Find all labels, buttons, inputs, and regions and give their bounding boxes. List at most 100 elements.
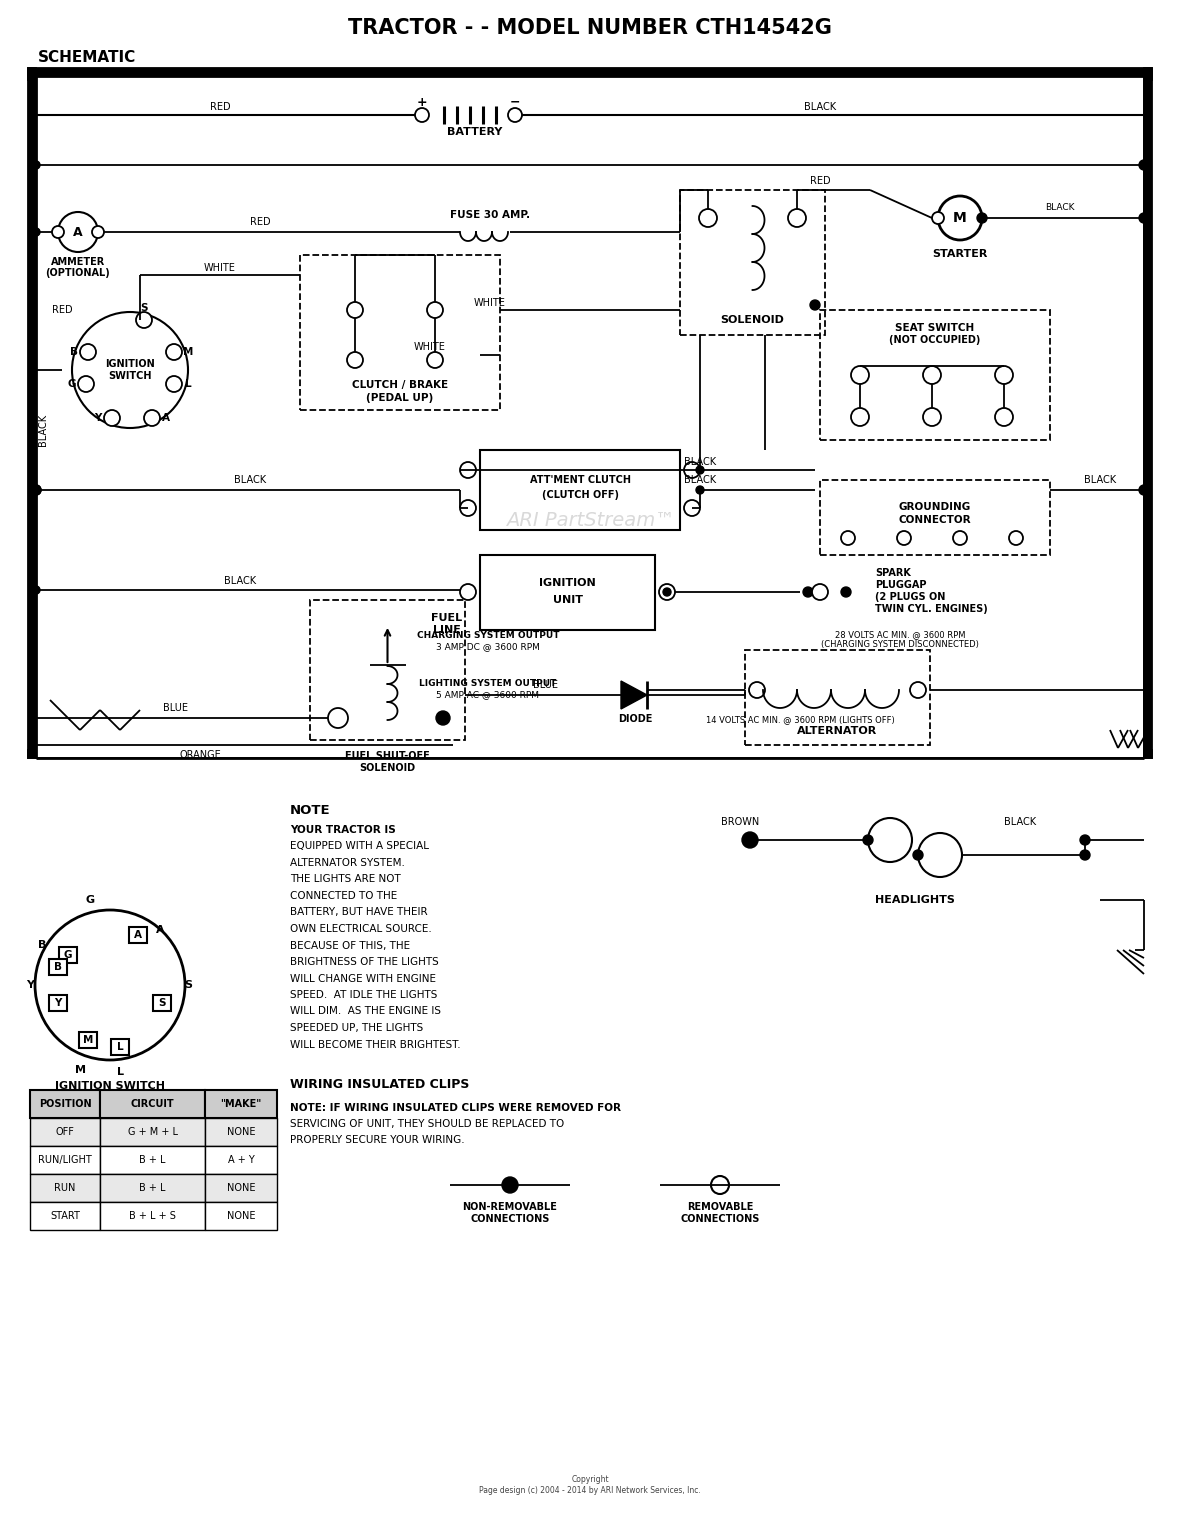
Text: A: A: [156, 926, 164, 935]
Text: BECAUSE OF THIS, THE: BECAUSE OF THIS, THE: [290, 941, 411, 950]
Text: DIODE: DIODE: [618, 714, 653, 724]
Circle shape: [1139, 485, 1149, 495]
Circle shape: [953, 530, 966, 545]
Circle shape: [663, 588, 671, 595]
Text: B: B: [38, 939, 46, 950]
Text: SPEEDED UP, THE LIGHTS: SPEEDED UP, THE LIGHTS: [290, 1023, 424, 1033]
Circle shape: [684, 500, 700, 517]
Bar: [50, 959, 67, 976]
Bar: [480, 450, 680, 530]
Circle shape: [923, 408, 940, 426]
Text: CONNECTIONS: CONNECTIONS: [681, 1214, 760, 1224]
Text: BLACK: BLACK: [684, 476, 716, 485]
Text: POSITION: POSITION: [39, 1098, 91, 1109]
Circle shape: [460, 500, 476, 517]
Text: ARI PartStream™: ARI PartStream™: [505, 511, 675, 530]
Text: M: M: [83, 1035, 93, 1045]
Circle shape: [851, 408, 868, 426]
Text: SERVICING OF UNIT, THEY SHOULD BE REPLACED TO: SERVICING OF UNIT, THEY SHOULD BE REPLAC…: [290, 1120, 564, 1129]
Bar: [50, 995, 67, 1011]
Circle shape: [347, 351, 363, 368]
Text: SOLENOID: SOLENOID: [721, 315, 785, 326]
Bar: [100, 1174, 205, 1201]
Text: BLACK: BLACK: [224, 576, 256, 586]
Circle shape: [788, 209, 806, 227]
Circle shape: [918, 833, 962, 877]
Text: BLACK: BLACK: [1045, 203, 1075, 212]
Circle shape: [851, 367, 868, 383]
Circle shape: [863, 835, 873, 845]
Bar: [680, 189, 825, 335]
Text: S: S: [158, 998, 165, 1007]
Text: B + L: B + L: [139, 1154, 165, 1165]
Circle shape: [658, 583, 675, 600]
Circle shape: [809, 300, 820, 311]
Text: RED: RED: [809, 176, 831, 186]
Circle shape: [1009, 530, 1023, 545]
Text: (NOT OCCUPIED): (NOT OCCUPIED): [890, 335, 981, 345]
Circle shape: [80, 344, 96, 361]
Circle shape: [977, 214, 986, 223]
Text: L: L: [117, 1042, 124, 1051]
Polygon shape: [621, 682, 647, 709]
Circle shape: [52, 226, 64, 238]
Text: (PEDAL UP): (PEDAL UP): [366, 392, 433, 403]
Text: SPARK: SPARK: [876, 568, 911, 579]
Bar: [30, 1118, 100, 1145]
Circle shape: [166, 376, 182, 392]
Text: M: M: [183, 347, 194, 358]
Text: TRACTOR - - MODEL NUMBER CTH14542G: TRACTOR - - MODEL NUMBER CTH14542G: [348, 18, 832, 38]
Text: BLACK: BLACK: [234, 476, 266, 485]
Text: "MAKE": "MAKE": [221, 1098, 262, 1109]
Circle shape: [696, 486, 704, 494]
Bar: [30, 1089, 100, 1118]
Bar: [205, 1118, 277, 1145]
Circle shape: [72, 312, 188, 429]
Bar: [300, 255, 500, 411]
Circle shape: [92, 226, 104, 238]
Text: PROPERLY SECURE YOUR WIRING.: PROPERLY SECURE YOUR WIRING.: [290, 1135, 465, 1145]
Text: A: A: [135, 930, 142, 939]
Text: WHITE: WHITE: [474, 298, 506, 308]
Text: TWIN CYL. ENGINES): TWIN CYL. ENGINES): [876, 604, 988, 614]
Bar: [100, 1145, 205, 1174]
Text: B + L: B + L: [139, 1183, 165, 1192]
Circle shape: [136, 312, 152, 329]
Circle shape: [868, 818, 912, 862]
Text: WHITE: WHITE: [414, 342, 446, 351]
Text: FUSE 30 AMP.: FUSE 30 AMP.: [450, 211, 530, 220]
Bar: [100, 1118, 205, 1145]
Circle shape: [104, 411, 120, 426]
Text: BLACK: BLACK: [684, 458, 716, 467]
Text: (CLUTCH OFF): (CLUTCH OFF): [542, 489, 618, 500]
Circle shape: [427, 301, 442, 318]
Text: CONNECTOR: CONNECTOR: [899, 515, 971, 526]
Circle shape: [699, 209, 717, 227]
Text: WHITE: WHITE: [204, 264, 236, 273]
Text: IGNITION: IGNITION: [539, 579, 596, 588]
Circle shape: [460, 583, 476, 600]
Circle shape: [812, 583, 828, 600]
Text: EQUIPPED WITH A SPECIAL: EQUIPPED WITH A SPECIAL: [290, 841, 430, 851]
Text: CIRCUIT: CIRCUIT: [131, 1098, 175, 1109]
Bar: [59, 947, 77, 964]
Bar: [745, 650, 930, 745]
Bar: [153, 995, 171, 1011]
Text: FUEL: FUEL: [432, 614, 463, 623]
Text: AMMETER: AMMETER: [51, 258, 105, 267]
Text: GROUNDING: GROUNDING: [899, 501, 971, 512]
Circle shape: [684, 462, 700, 479]
Text: (CHARGING SYSTEM DISCONNECTED): (CHARGING SYSTEM DISCONNECTED): [821, 641, 979, 650]
Text: IGNITION
SWITCH: IGNITION SWITCH: [105, 359, 155, 380]
Bar: [37, 76, 1143, 758]
Text: CONNECTED TO THE: CONNECTED TO THE: [290, 891, 398, 901]
Text: Copyright
Page design (c) 2004 - 2014 by ARI Network Services, Inc.: Copyright Page design (c) 2004 - 2014 by…: [479, 1476, 701, 1495]
Circle shape: [166, 344, 182, 361]
Text: ALTERNATOR: ALTERNATOR: [798, 726, 878, 736]
Text: SEAT SWITCH: SEAT SWITCH: [896, 323, 975, 333]
Text: 28 VOLTS AC MIN. @ 3600 RPM: 28 VOLTS AC MIN. @ 3600 RPM: [834, 630, 965, 639]
Bar: [28, 68, 1152, 80]
Circle shape: [32, 161, 40, 170]
Bar: [205, 1145, 277, 1174]
Text: STARTER: STARTER: [932, 248, 988, 259]
